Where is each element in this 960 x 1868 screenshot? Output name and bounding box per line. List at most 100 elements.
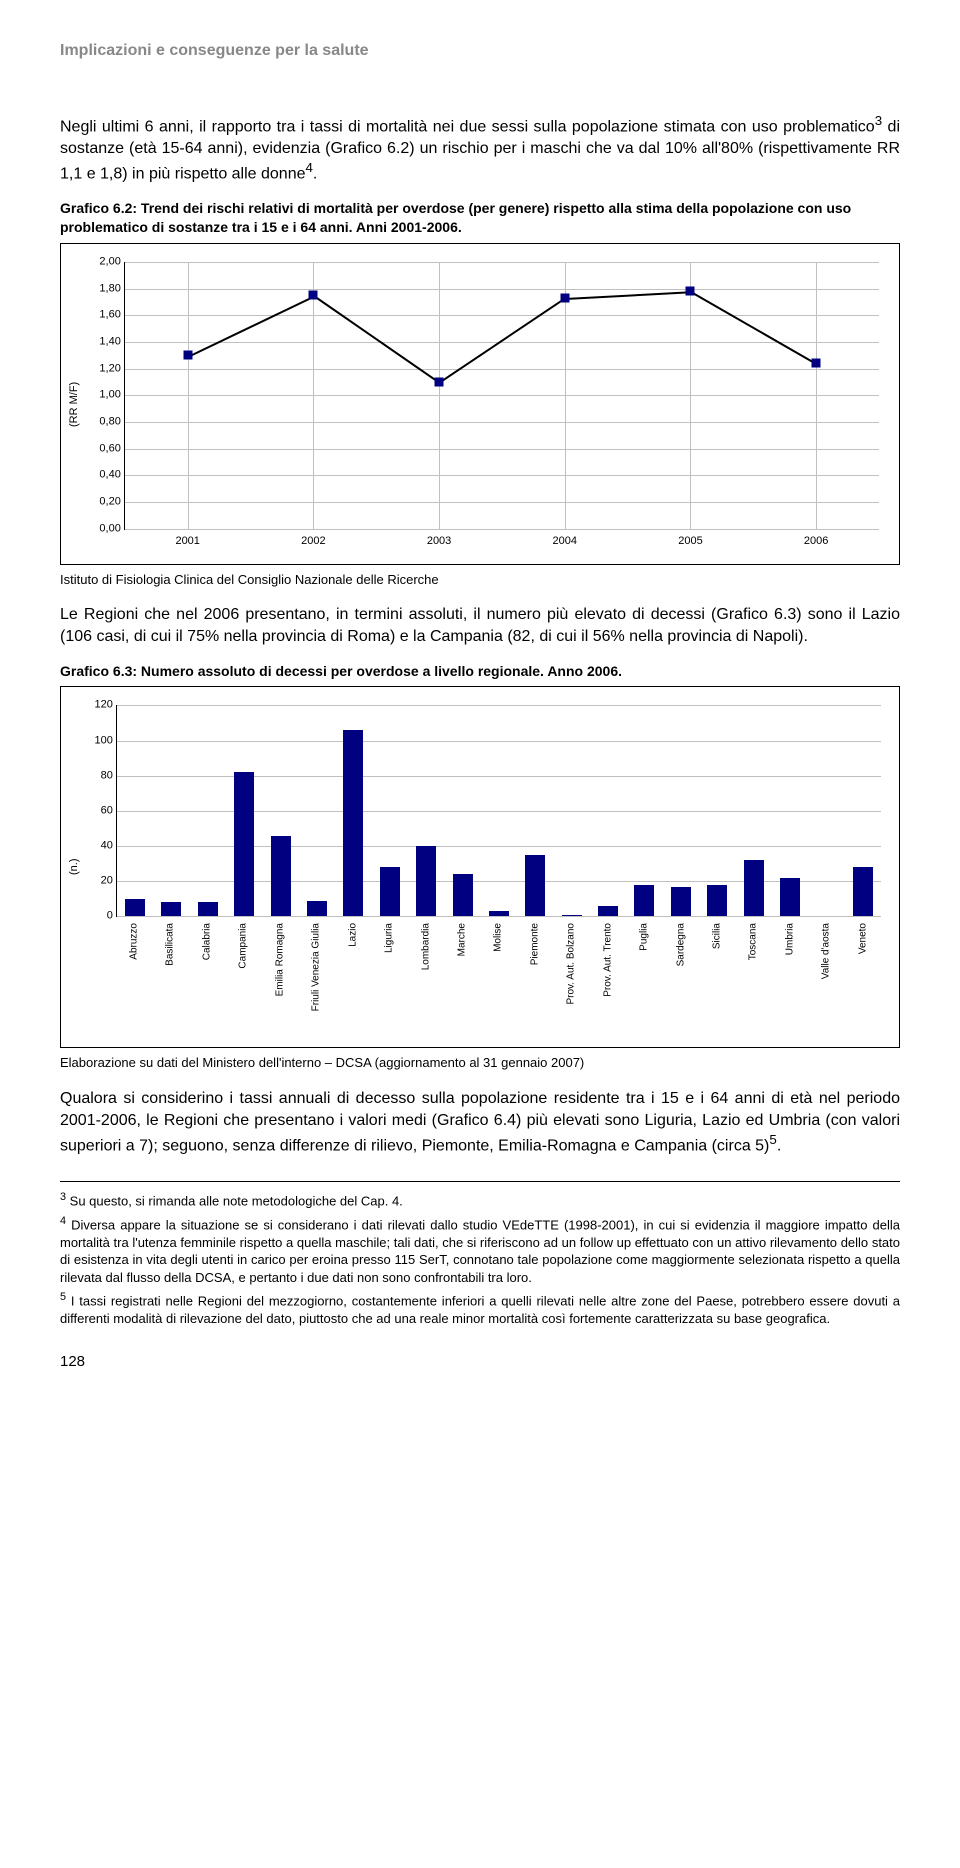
ytick-label: 120 [85,698,113,713]
xcategory-label: Prov. Aut. Bolzano [565,923,579,1005]
bar [489,911,509,916]
bar [744,860,764,916]
chart2-ylabel: (n.) [65,697,82,1037]
gridline [125,422,879,423]
xcategory-label: Molise [492,923,506,952]
xcategory-label: Prov. Aut. Trento [601,923,615,997]
footnote-4: 4 Diversa appare la situazione se si con… [60,1214,900,1287]
chart1-ylabel: (RR M/F) [65,254,82,554]
line-segment [439,298,566,384]
gridline [125,529,879,530]
footnote-5-text: I tassi registrati nelle Regioni del mez… [60,1294,900,1327]
gridline [117,741,881,742]
data-marker [183,351,192,360]
bar [853,867,873,916]
footnotes: 3 Su questo, si rimanda alle note metodo… [60,1190,900,1328]
chart2-xaxis-labels: AbruzzoBasilicataCalabriaCampaniaEmilia … [116,919,881,1037]
ytick-label: 1,00 [85,388,121,403]
ytick-label: 1,60 [85,308,121,323]
line-segment [565,291,691,300]
footnote-ref-4: 4 [306,160,313,175]
ytick-label: 0,60 [85,441,121,456]
gridline [117,846,881,847]
chart2-plot-area: 120100806040200 [116,705,881,917]
xcategory-label: Emilia Romagna [273,923,287,996]
bar [198,902,218,916]
xcategory-label: Umbria [783,923,797,955]
xcategory-label: Valle d'aosta [820,923,834,979]
gridline [125,395,879,396]
gridline [125,502,879,503]
xcategory-label: Lazio [346,923,360,947]
footnote-5: 5 I tassi registrati nelle Regioni del m… [60,1290,900,1327]
xcategory-label: 2005 [678,534,702,549]
footnote-3: 3 Su questo, si rimanda alle note metodo… [60,1190,900,1210]
bar [161,902,181,916]
bar [416,846,436,916]
footnote-ref-3: 3 [875,113,882,128]
chart2: 120100806040200 AbruzzoBasilicataCalabri… [82,697,889,1037]
bar [380,867,400,916]
data-marker [686,287,695,296]
xcategory-label: Lombardia [419,923,433,970]
bar [598,906,618,917]
gridline [125,475,879,476]
xcategory-label: Sicilia [710,923,724,949]
ytick-label: 0,80 [85,415,121,430]
xcategory-label: Abruzzo [127,923,141,960]
gridline [117,705,881,706]
bar [780,878,800,917]
chart1-source: Istituto di Fisiologia Clinica del Consi… [60,571,900,589]
paragraph-3: Qualora si considerino i tassi annuali d… [60,1088,900,1157]
ytick-label: 60 [85,804,113,819]
xcategory-label: Liguria [382,923,396,953]
bar [634,885,654,917]
bar [707,885,727,917]
chart2-caption: Grafico 6.3: Numero assoluto di decessi … [60,662,900,681]
data-marker [309,291,318,300]
xcategory-label: Friuli Venezia Giulia [309,923,323,1011]
ytick-label: 1,80 [85,281,121,296]
para1-text-c: . [313,165,317,182]
chart1-caption: Grafico 6.2: Trend dei rischi relativi d… [60,199,900,237]
xcategory-label: Veneto [856,923,870,954]
ytick-label: 1,20 [85,361,121,376]
bar [671,887,691,917]
gridline [125,369,879,370]
xcategory-label: Piemonte [528,923,542,965]
gridline [125,449,879,450]
bar [453,874,473,916]
gridline [439,262,440,529]
page-number: 128 [60,1352,900,1372]
xcategory-label: 2002 [301,534,325,549]
bar [234,772,254,916]
gridline [125,262,879,263]
gridline [125,289,879,290]
xcategory-label: 2004 [553,534,577,549]
xcategory-label: Sardegna [674,923,688,966]
footnote-3-text: Su questo, si rimanda alle note metodolo… [66,1193,403,1208]
line-segment [313,295,440,384]
ytick-label: 0,20 [85,495,121,510]
para3-text-b: . [777,1138,781,1155]
chart2-source: Elaborazione su dati del Ministero dell'… [60,1054,900,1072]
gridline [117,881,881,882]
ytick-label: 0 [85,909,113,924]
ytick-label: 1,40 [85,334,121,349]
chart1: 2,001,801,601,401,201,000,800,600,400,20… [82,254,889,554]
footnote-ref-5: 5 [769,1132,776,1147]
gridline [117,916,881,917]
bar [525,855,545,917]
footnote-4-text: Diversa appare la situazione se si consi… [60,1217,900,1285]
gridline [125,342,879,343]
xcategory-label: Campania [237,923,251,969]
gridline [816,262,817,529]
xcategory-label: 2006 [804,534,828,549]
gridline [117,776,881,777]
data-marker [435,377,444,386]
ytick-label: 20 [85,874,113,889]
bar [125,899,145,917]
bar [271,836,291,917]
data-marker [560,293,569,302]
line-segment [691,291,818,365]
